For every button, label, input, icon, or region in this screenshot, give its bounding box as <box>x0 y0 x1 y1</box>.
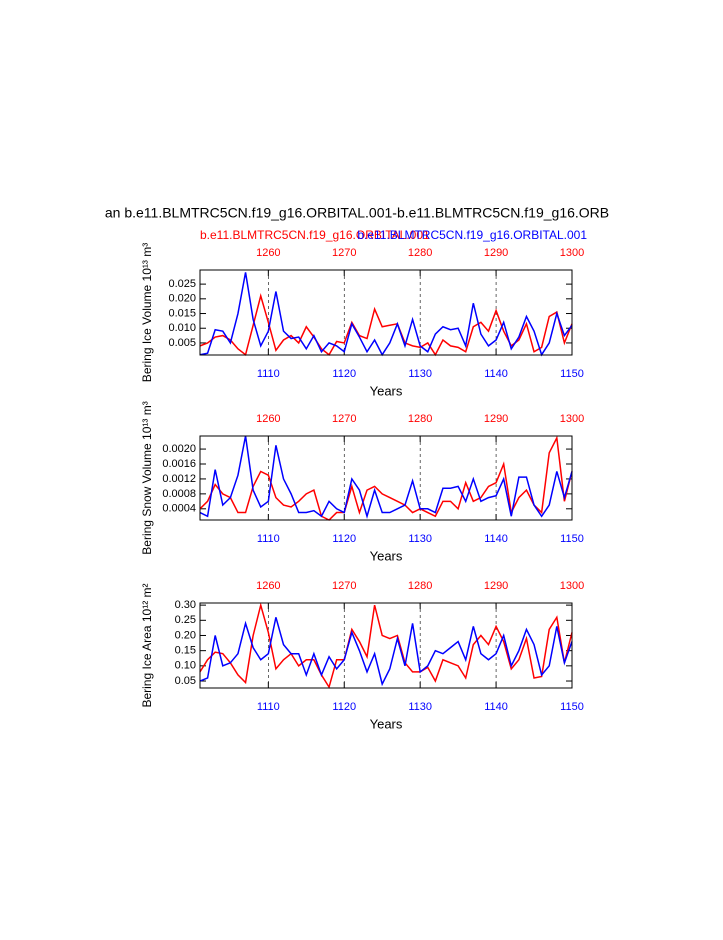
plot-frame <box>199 269 573 356</box>
x2-tick-label: 1260 <box>256 580 280 592</box>
x-tick-label: 1140 <box>484 701 508 713</box>
x2-tick-label: 1260 <box>256 247 280 259</box>
y-tick-label: 0.20 <box>175 629 196 641</box>
x-tick-label: 1110 <box>257 701 280 713</box>
y-tick-label: 0.0008 <box>162 488 196 500</box>
x-tick-label: 1120 <box>332 368 356 380</box>
x2-tick-label: 1280 <box>408 247 432 259</box>
y-tick-label: 0.30 <box>175 599 196 611</box>
y-tick-label: 0.0012 <box>162 473 196 485</box>
x-tick-label: 1150 <box>560 368 584 380</box>
y-tick-label: 0.10 <box>175 660 196 672</box>
x-axis-label: Years <box>370 383 403 398</box>
y-tick-label: 0.015 <box>168 307 196 319</box>
x-tick-label: 1150 <box>560 533 584 545</box>
x2-tick-label: 1260 <box>256 413 280 425</box>
x2-tick-label: 1290 <box>484 413 508 425</box>
x2-tick-label: 1270 <box>332 247 356 259</box>
y-tick-label: 0.010 <box>168 322 196 334</box>
x2-tick-label: 1270 <box>332 580 356 592</box>
plot-frame <box>199 602 573 689</box>
x-tick-label: 1140 <box>484 368 508 380</box>
y-tick-label: 0.020 <box>168 293 196 305</box>
y-tick-label: 0.25 <box>175 614 196 626</box>
x-axis-label: Years <box>370 548 403 563</box>
x2-tick-label: 1280 <box>408 413 432 425</box>
y-axis-label: Bering Ice Volume 10¹³ m³ <box>140 243 154 382</box>
y-tick-label: 0.0020 <box>162 443 196 455</box>
x2-tick-label: 1290 <box>484 580 508 592</box>
y-tick-label: 0.0016 <box>162 458 196 470</box>
y-axis-label: Bering Snow Volume 10¹³ m³ <box>140 401 154 554</box>
x-tick-label: 1150 <box>560 701 584 713</box>
y-tick-label: 0.0004 <box>162 503 196 515</box>
y-tick-label: 0.005 <box>168 337 196 349</box>
x-tick-label: 1110 <box>257 368 280 380</box>
y-axis-label: Bering Ice Area 10¹² m² <box>140 583 154 707</box>
series-line <box>199 435 573 519</box>
x-tick-label: 1140 <box>484 533 508 545</box>
y-tick-label: 0.025 <box>168 278 196 290</box>
subtitle-blue: b.e11.BLMTRC5CN.f19_g16.ORBITAL.001 <box>357 228 587 242</box>
x-tick-label: 1130 <box>408 533 432 545</box>
x2-tick-label: 1280 <box>408 580 432 592</box>
x-tick-label: 1120 <box>332 533 356 545</box>
chart-title: an b.e11.BLMTRC5CN.f19_g16.ORBITAL.001-b… <box>105 205 609 221</box>
x2-tick-label: 1300 <box>560 580 584 592</box>
y-tick-label: 0.15 <box>175 645 196 657</box>
x-tick-label: 1130 <box>408 701 432 713</box>
series-line <box>199 293 573 357</box>
x-tick-label: 1130 <box>408 368 432 380</box>
subtitle-red: b.e11.BLMTRC5CN.f19_g16.ORBITAL.001 <box>200 228 430 242</box>
series-line <box>199 435 573 521</box>
x2-tick-label: 1270 <box>332 413 356 425</box>
plot-frame <box>199 435 573 521</box>
x-tick-label: 1120 <box>332 701 356 713</box>
y-tick-label: 0.05 <box>175 675 196 687</box>
x-axis-label: Years <box>370 716 403 731</box>
series-line <box>199 272 573 357</box>
series-line <box>199 602 573 689</box>
x-tick-label: 1110 <box>257 533 280 545</box>
x2-tick-label: 1300 <box>560 247 584 259</box>
series-line <box>199 617 573 687</box>
x2-tick-label: 1300 <box>560 413 584 425</box>
x2-tick-label: 1290 <box>484 247 508 259</box>
